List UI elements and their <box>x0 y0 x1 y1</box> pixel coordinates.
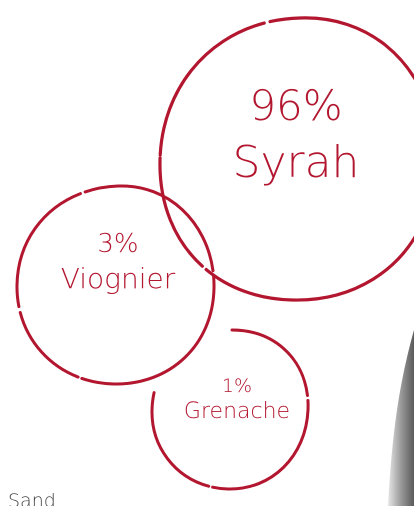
footer-text: Sand <box>8 490 56 506</box>
percent: 1% <box>222 375 252 397</box>
grape-name: Viognier <box>61 262 176 295</box>
bottle-edge <box>388 330 414 506</box>
grape-name: Grenache <box>184 399 290 424</box>
percent: 3% <box>97 229 138 259</box>
blend-graphic: 96% Syrah 3% Viognier 1% Grenache Sand <box>0 0 414 506</box>
grape-name: Syrah <box>233 137 360 188</box>
percent: 96% <box>249 81 342 130</box>
